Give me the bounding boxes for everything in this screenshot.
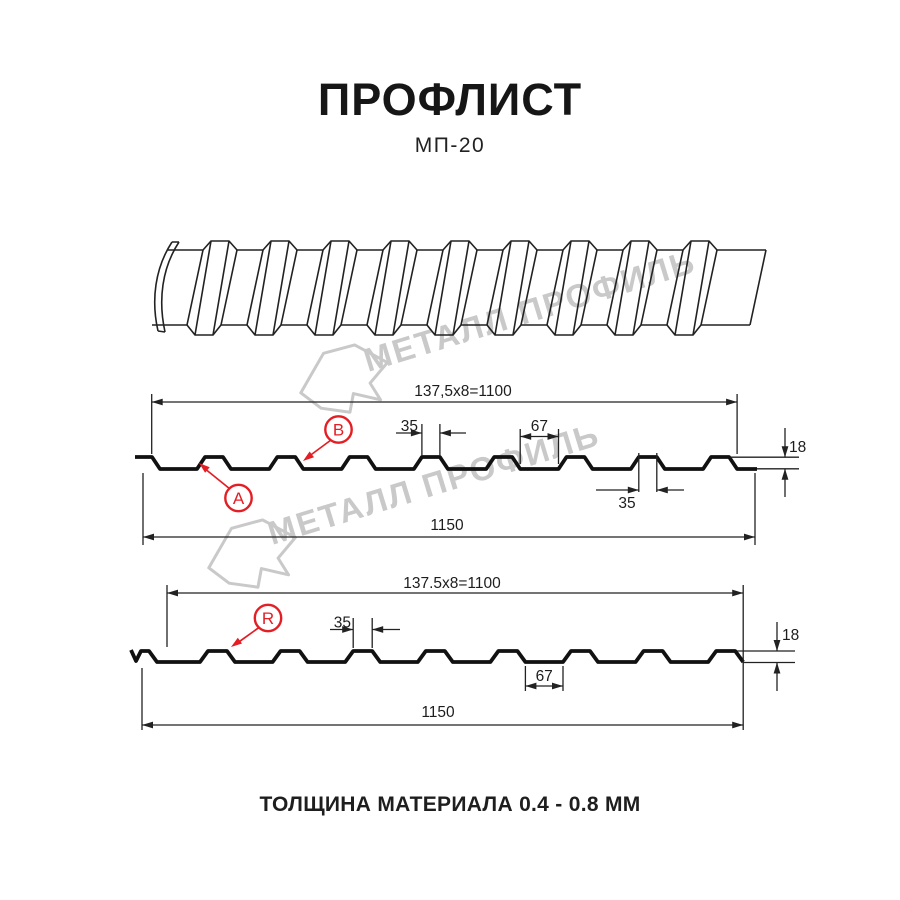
dim-pitch: 137.5x8=1100 <box>166 575 744 730</box>
callout-b-badge <box>324 415 353 444</box>
iso-sheet-lines <box>153 241 767 333</box>
callout-r-badge <box>253 603 283 633</box>
page-subtitle: МП-20 <box>414 134 486 157</box>
iso-sheet-lines <box>152 324 750 336</box>
dim-valley: 67 <box>519 418 560 464</box>
dim-overall: 1150 <box>142 473 756 545</box>
callout-r: R <box>231 603 283 647</box>
svg-text:R: R <box>262 609 274 628</box>
callout-a: A <box>199 463 253 513</box>
svg-text:1150: 1150 <box>430 517 464 534</box>
dim-pitch: 137,5x8=1100 <box>151 383 738 454</box>
footer-note: ТОЛЩИНА МАТЕРИАЛА 0.4 - 0.8 ММ <box>259 793 641 816</box>
brand-logo-icon <box>299 343 389 414</box>
svg-text:A: A <box>233 489 245 508</box>
svg-text:1150: 1150 <box>421 704 455 721</box>
arrowhead-icon <box>231 637 242 647</box>
profile-outline <box>129 649 745 664</box>
dim-overall: 1150 <box>141 668 744 730</box>
callout-a-badge <box>224 483 253 513</box>
iso-view-sheet <box>152 240 767 336</box>
dim-valley: 67 <box>524 666 564 691</box>
svg-text:35: 35 <box>401 418 418 435</box>
dim-height: 18 <box>730 428 806 497</box>
svg-text:35: 35 <box>618 495 635 512</box>
page-title: ПРОФЛИСТ <box>317 74 583 125</box>
dim-height: 18 <box>737 622 799 691</box>
svg-text:137.5x8=1100: 137.5x8=1100 <box>403 575 501 592</box>
svg-text:67: 67 <box>531 418 548 435</box>
dim-crest-bottom: 35 <box>596 453 684 512</box>
dim-crest: 35 <box>330 615 400 648</box>
callout-b: B <box>303 415 353 461</box>
watermark-2: МЕТАЛЛ ПРОФИЛЬ <box>207 415 604 589</box>
svg-text:35: 35 <box>334 615 351 632</box>
cross-section-bottom: 137.5x8=1100 35 67 18 <box>129 575 799 730</box>
svg-text:18: 18 <box>782 627 799 644</box>
watermark-text: МЕТАЛЛ ПРОФИЛЬ <box>359 242 700 378</box>
arrowhead-icon <box>199 463 210 473</box>
brand-logo-icon <box>207 518 297 589</box>
iso-sheet-lines <box>168 240 766 251</box>
svg-text:137,5x8=1100: 137,5x8=1100 <box>414 383 512 400</box>
arrowhead-icon <box>303 451 314 461</box>
svg-text:B: B <box>333 421 344 440</box>
profile-outline <box>135 455 757 471</box>
cross-section-top: 137,5x8=1100 35 67 18 <box>135 383 806 545</box>
svg-text:18: 18 <box>789 439 806 456</box>
dim-crest-top: 35 <box>396 418 466 456</box>
iso-sheet-lines <box>186 240 718 336</box>
svg-text:67: 67 <box>536 668 553 685</box>
